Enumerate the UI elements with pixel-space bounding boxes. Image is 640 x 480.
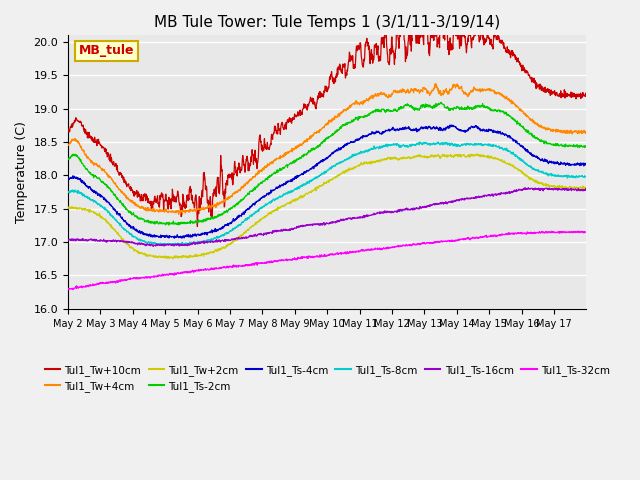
Text: MB_tule: MB_tule	[78, 45, 134, 58]
Title: MB Tule Tower: Tule Temps 1 (3/1/11-3/19/14): MB Tule Tower: Tule Temps 1 (3/1/11-3/19…	[154, 15, 500, 30]
Legend: Tul1_Tw+10cm, Tul1_Tw+4cm, Tul1_Tw+2cm, Tul1_Ts-2cm, Tul1_Ts-4cm, Tul1_Ts-8cm, T: Tul1_Tw+10cm, Tul1_Tw+4cm, Tul1_Tw+2cm, …	[40, 360, 614, 396]
Y-axis label: Temperature (C): Temperature (C)	[15, 121, 28, 223]
